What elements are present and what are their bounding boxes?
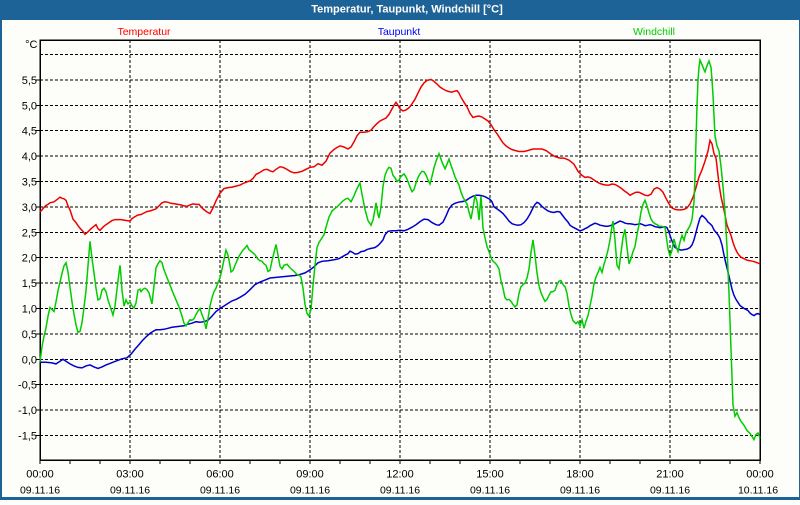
svg-text:09.11.16: 09.11.16 [560,485,600,497]
svg-text:Taupunkt: Taupunkt [378,26,421,38]
svg-text:-1,5: -1,5 [18,431,37,443]
svg-text:09.11.16: 09.11.16 [110,485,150,497]
svg-text:°C: °C [25,39,37,51]
svg-text:2,5: 2,5 [22,227,37,239]
svg-text:-1,0: -1,0 [18,405,37,417]
svg-text:1,5: 1,5 [22,278,37,290]
svg-text:3,5: 3,5 [22,177,37,189]
svg-text:5,0: 5,0 [22,100,37,112]
svg-text:0,0: 0,0 [22,354,37,366]
svg-text:09:00: 09:00 [296,469,324,481]
svg-text:06:00: 06:00 [206,469,234,481]
svg-text:12:00: 12:00 [386,469,414,481]
svg-text:-0,5: -0,5 [18,380,37,392]
svg-text:2,0: 2,0 [22,253,37,265]
svg-text:03:00: 03:00 [116,469,144,481]
svg-text:0,5: 0,5 [22,329,37,341]
svg-text:Temperatur: Temperatur [117,26,171,38]
svg-text:09.11.16: 09.11.16 [200,485,240,497]
svg-text:5,5: 5,5 [22,75,37,87]
svg-text:00:00: 00:00 [746,469,774,481]
svg-text:00:00: 00:00 [26,469,54,481]
svg-text:09.11.16: 09.11.16 [20,485,60,497]
svg-text:Temperatur, Taupunkt, Windchil: Temperatur, Taupunkt, Windchill [°C] [311,4,503,16]
svg-text:Windchill: Windchill [633,26,675,38]
svg-text:4,5: 4,5 [22,126,37,138]
svg-text:10.11.16: 10.11.16 [738,485,778,497]
svg-text:3,0: 3,0 [22,202,37,214]
svg-text:09.11.16: 09.11.16 [380,485,420,497]
svg-text:09.11.16: 09.11.16 [470,485,510,497]
svg-text:15:00: 15:00 [476,469,504,481]
svg-text:09.11.16: 09.11.16 [650,485,690,497]
svg-text:18:00: 18:00 [566,469,594,481]
svg-text:21:00: 21:00 [656,469,684,481]
svg-text:4,0: 4,0 [22,151,37,163]
svg-text:1,0: 1,0 [22,304,37,316]
svg-text:09.11.16: 09.11.16 [290,485,330,497]
